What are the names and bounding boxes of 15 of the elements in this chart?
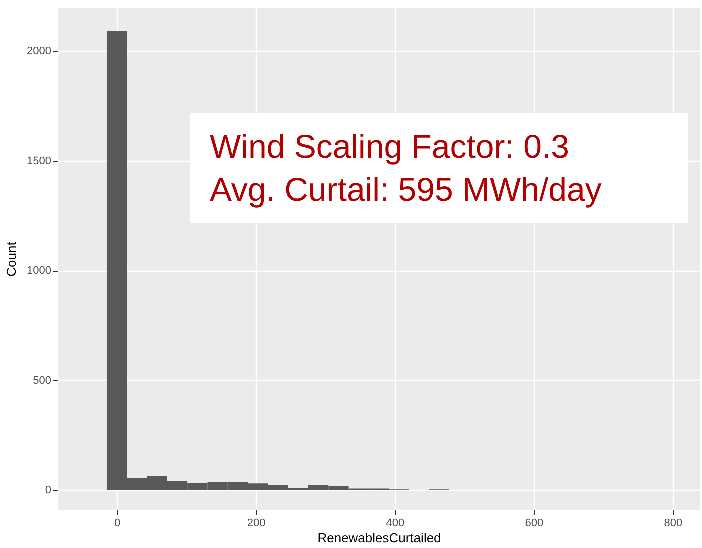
y-tick-label: 0 bbox=[45, 484, 52, 497]
y-tick-label: 500 bbox=[33, 374, 52, 387]
annotation: Wind Scaling Factor: 0.3 bbox=[210, 127, 570, 167]
x-tick-label: 0 bbox=[114, 518, 121, 530]
y-tick-label: 2000 bbox=[27, 46, 52, 58]
y-tick-label: 1000 bbox=[27, 265, 52, 278]
text-box: Wind Scaling Factor: 0.3 Avg. Curtail: 595 MWh/day bbox=[190, 113, 688, 223]
x-tick-label: 800 bbox=[664, 518, 683, 530]
y-axis-title: Count bbox=[4, 242, 20, 277]
annotation: Avg. Curtail: 595 MWh/day bbox=[210, 170, 603, 210]
x-axis-title: RenewablesCurtailed bbox=[318, 530, 442, 546]
x-tick-label: 400 bbox=[386, 518, 405, 530]
x-tick-label: 600 bbox=[525, 518, 544, 530]
x-tick-label: 200 bbox=[247, 518, 266, 530]
y-tick-label: 1500 bbox=[27, 155, 52, 168]
